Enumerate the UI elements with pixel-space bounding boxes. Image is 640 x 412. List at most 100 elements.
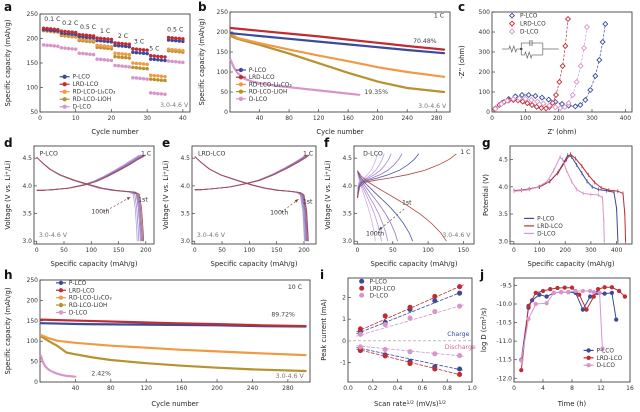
svg-text:3.5: 3.5 [180,211,190,218]
svg-text:Cycle number: Cycle number [91,128,138,136]
panel-d-label: d [4,136,13,150]
svg-text:4.5: 4.5 [180,155,190,162]
svg-text:D-LCO: D-LCO [363,150,383,157]
svg-text:50: 50 [218,247,226,254]
svg-text:5 C: 5 C [149,45,159,52]
svg-text:1 C: 1 C [434,13,444,20]
svg-text:3.0-4.6 V: 3.0-4.6 V [160,102,189,109]
panel-e-label: e [162,136,171,150]
svg-text:LRD-LCO: LRD-LCO [520,22,546,28]
svg-text:4.0: 4.0 [342,183,352,190]
svg-text:4.0: 4.0 [180,183,190,190]
svg-text:80: 80 [107,385,115,392]
legend-item-p-lco: P-LCO [55,280,87,287]
legend-item-p-lco: P-LCO [508,12,538,20]
panel-d: d 0 50 100 150 200 3.0 3.5 4.0 4.5 Specific capaci… [2,136,160,270]
legend-item-lrd-lco: LRD-LCO [235,75,275,81]
svg-text:P-LCO: P-LCO [69,281,87,287]
panel-g-label: g [482,136,491,150]
svg-text:8: 8 [570,385,574,392]
svg-text:0: 0 [512,247,516,254]
svg-text:200: 200 [479,69,491,76]
svg-text:400: 400 [479,29,491,36]
svg-text:Peak current (mA): Peak current (mA) [320,299,328,361]
svg-text:LRD-LCO: LRD-LCO [198,150,226,157]
svg-text:1 C: 1 C [460,149,470,156]
svg-text:4.5: 4.5 [342,155,352,162]
svg-text:LRD-LCO: LRD-LCO [597,356,623,362]
panel-b: b 40 80 120 160 200 240 280 0 50 100 150 200 250 Cycle… [196,0,456,138]
svg-text:3.0: 3.0 [342,238,352,245]
svg-text:0.5 C: 0.5 C [80,24,96,31]
svg-text:0: 0 [38,115,42,122]
panel-f-label: f [324,136,330,150]
svg-text:40: 40 [72,385,80,392]
svg-text:300: 300 [586,115,598,122]
svg-text:Specific capacity (mAh/g): Specific capacity (mAh/g) [4,287,12,374]
svg-text:P-LCO: P-LCO [537,216,555,222]
svg-text:100: 100 [217,69,229,76]
svg-text:Specific capacity (mAh/g): Specific capacity (mAh/g) [51,260,138,268]
svg-text:100th: 100th [270,210,288,217]
svg-text:19.35%: 19.35% [364,89,388,96]
svg-text:3.5: 3.5 [22,211,32,218]
legend-item-rd-lco-lioh: RD-LCO-LiOH [59,97,111,103]
svg-text:150: 150 [27,60,39,67]
svg-text:Time (h): Time (h) [557,400,587,408]
svg-text:3.0: 3.0 [180,238,190,245]
legend-item-d-lco: D-LCO [524,231,556,237]
svg-text:4.5: 4.5 [22,155,32,162]
svg-text:3 C: 3 C [134,38,144,45]
svg-text:0.2: 0.2 [368,385,378,392]
svg-text:100th: 100th [91,209,109,216]
svg-text:50: 50 [60,247,68,254]
svg-text:LRD-LCO: LRD-LCO [537,224,563,230]
svg-text:3.0: 3.0 [22,238,32,245]
svg-text:D-LCO: D-LCO [370,293,389,299]
panel-b-chart: 40 80 120 160 200 240 280 0 50 100 150 200 250 Cycle … [198,9,451,136]
svg-text:D-LCO: D-LCO [69,310,88,316]
legend-item-lrd-lco: LRD-LCO [508,20,546,28]
legend-item-d-lco: D-LCO [508,28,539,36]
svg-text:Discharge: Discharge [445,344,476,351]
svg-text:P-LCO: P-LCO [39,150,58,157]
legend-item-rd-lco-li-co-: RD-LCO-Li₂CO₃ [59,89,116,96]
svg-text:280: 280 [282,385,294,392]
svg-text:P-LCO: P-LCO [370,279,388,285]
legend-item-rd-lco-li-co-: RD-LCO-Li₂CO₃ [235,82,292,88]
svg-text:1 C: 1 C [141,150,151,157]
svg-text:0: 0 [193,247,197,254]
legend-item-d-lco: D-LCO [235,96,268,103]
svg-text:150: 150 [271,247,283,254]
legend-item-lrd-lco: LRD-LCO [359,285,396,292]
panel-a-chart: 0 10 20 30 40 50 100 150 200 250 Cycle number Speci… [4,11,191,136]
svg-text:0: 0 [486,109,490,116]
svg-text:89.72%: 89.72% [271,312,295,319]
svg-text:120: 120 [141,385,153,392]
svg-text:100: 100 [86,247,98,254]
svg-text:RD-LCO-LiOH: RD-LCO-LiOH [73,97,111,103]
svg-text:50: 50 [30,109,38,116]
svg-text:0: 0 [356,247,360,254]
svg-text:150: 150 [27,318,39,325]
svg-text:-11.0: -11.0 [496,338,512,345]
panel-i-label: i [320,268,325,282]
svg-text:1st: 1st [402,200,412,207]
svg-text:100: 100 [244,247,256,254]
svg-text:4.5: 4.5 [498,157,508,164]
svg-text:10 C: 10 C [288,284,302,291]
svg-text:100: 100 [27,85,39,92]
svg-text:-11.5: -11.5 [496,357,512,364]
panel-c-chart: 0 100 200 300 400 0 100 200 300 400 500 Z' (ohm) -Z'… [458,9,633,136]
svg-text:4.0: 4.0 [22,183,32,190]
svg-text:Specific capacity (mAh/g): Specific capacity (mAh/g) [198,18,206,105]
svg-text:120: 120 [313,115,325,122]
svg-text:3.0-4.6 V: 3.0-4.6 V [39,232,68,239]
svg-text:100: 100 [27,338,39,345]
svg-text:-10.5: -10.5 [496,320,512,327]
svg-text:log D (cm2/s): log D (cm2/s) [480,307,488,352]
svg-text:3.0-4.6 V: 3.0-4.6 V [442,232,471,239]
svg-text:1 C: 1 C [303,150,313,157]
svg-text:500: 500 [479,9,491,16]
